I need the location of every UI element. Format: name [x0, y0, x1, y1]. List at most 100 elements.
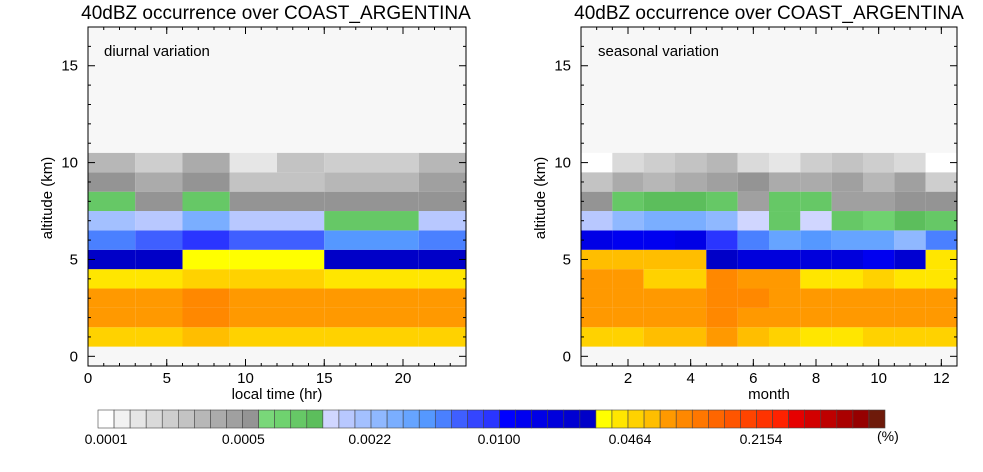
seasonal-heatmap-cell: [581, 249, 613, 270]
colorbar-unit-label: (%): [877, 428, 899, 444]
seasonal-heatmap-cell: [675, 230, 707, 250]
diurnal-heatmap-cell: [88, 172, 136, 192]
colorbar-swatch: [226, 409, 243, 429]
colorbar-swatch: [724, 409, 741, 429]
seasonal-heatmap-cell: [643, 152, 675, 173]
seasonal-heatmap-cell: [894, 307, 926, 328]
diurnal-heatmap-cell: [277, 211, 325, 231]
colorbar-swatch: [595, 409, 613, 429]
diurnal-heatmap-cell: [371, 152, 419, 173]
seasonal-heatmap-cell: [706, 211, 738, 231]
diurnal-heatmap-cell: [418, 230, 466, 250]
diurnal-heatmap-cell: [135, 288, 183, 308]
seasonal-heatmap-cell: [612, 211, 644, 231]
seasonal-heatmap-cell: [925, 211, 957, 231]
diurnal-y-tick-label: 15: [61, 58, 78, 75]
seasonal-heatmap-cell: [831, 211, 863, 231]
seasonal-heatmap-cell: [863, 211, 895, 231]
diurnal-heatmap-cell: [135, 307, 183, 328]
diurnal-heatmap-cell: [182, 172, 230, 192]
seasonal-heatmap-cell: [925, 152, 957, 173]
colorbar-swatch: [675, 409, 693, 429]
diurnal-y-axis-label: altitude (km): [39, 157, 56, 240]
seasonal-heatmap-cell: [863, 307, 895, 328]
seasonal-heatmap-cell: [800, 191, 832, 212]
seasonal-heatmap-cell: [769, 249, 801, 270]
seasonal-heatmap-cell: [643, 172, 675, 192]
seasonal-heatmap-cell: [925, 327, 957, 347]
diurnal-heatmap-cell: [88, 211, 136, 231]
diurnal-heatmap-cell: [229, 249, 277, 270]
colorbar-swatch: [772, 409, 789, 429]
diurnal-annotation: diurnal variation: [104, 43, 210, 60]
colorbar-swatch: [852, 409, 870, 429]
seasonal-axis-ticks: 2 4 6 8 10 12 0 5 10 15: [554, 26, 958, 387]
diurnal-heatmap-cell: [371, 288, 419, 308]
diurnal-heatmap-cell: [324, 230, 372, 250]
diurnal-heatmap-cell: [229, 230, 277, 250]
diurnal-heatmap-cell: [371, 269, 419, 289]
seasonal-heatmap-cell: [800, 288, 832, 308]
colorbar-swatch: [804, 409, 822, 429]
seasonal-heatmap-cell: [581, 288, 613, 308]
diurnal-heatmap-cell: [418, 249, 466, 270]
seasonal-heatmap-cell: [675, 269, 707, 289]
seasonal-heatmap-cell: [831, 152, 863, 173]
diurnal-heatmap-cell: [324, 307, 372, 328]
seasonal-heatmap-cell: [643, 327, 675, 347]
seasonal-heatmap-cell: [706, 269, 738, 289]
diurnal-heatmap-cell: [277, 152, 325, 173]
seasonal-heatmap-cell: [612, 230, 644, 250]
diurnal-heatmap-cell: [135, 327, 183, 347]
seasonal-heatmap-cell: [581, 307, 613, 328]
diurnal-heatmap-cell: [277, 172, 325, 192]
colorbar-swatch: [467, 409, 484, 429]
seasonal-heatmap-cell: [706, 288, 738, 308]
colorbar-swatch: [434, 409, 452, 429]
diurnal-heatmap-cell: [135, 249, 183, 270]
diurnal-heatmap-cell: [88, 327, 136, 347]
seasonal-heatmap-cell: [737, 249, 769, 270]
seasonal-heatmap-cell: [581, 152, 613, 173]
seasonal-heatmap-cell: [581, 191, 613, 212]
colorbar-swatch: [611, 409, 629, 429]
seasonal-heatmap-cell: [581, 230, 613, 250]
seasonal-heatmap-cell: [737, 172, 769, 192]
colorbar-swatches: [97, 409, 886, 429]
colorbar-swatch: [788, 409, 805, 429]
seasonal-panel: 40dBZ occurrence over COAST_ARGENTINA 2 4…: [532, 3, 964, 403]
diurnal-heatmap-cell: [182, 288, 230, 308]
seasonal-heatmap-cell: [769, 230, 801, 250]
diurnal-heatmap-cell: [418, 211, 466, 231]
diurnal-x-tick-label: 0: [84, 370, 92, 387]
diurnal-x-tick-label: 15: [316, 370, 333, 387]
diurnal-x-tick-label: 10: [237, 370, 254, 387]
diurnal-heatmap-cell: [277, 269, 325, 289]
colorbar-swatch: [161, 409, 179, 429]
seasonal-heatmap-cell: [769, 172, 801, 192]
seasonal-heatmap-cell: [737, 327, 769, 347]
seasonal-x-tick-label: 10: [870, 370, 887, 387]
seasonal-heatmap-cell: [894, 211, 926, 231]
colorbar-swatch: [659, 409, 677, 429]
diurnal-heatmap-cell: [277, 230, 325, 250]
seasonal-heatmap-cell: [612, 249, 644, 270]
seasonal-heatmap-cell: [925, 230, 957, 250]
colorbar-swatch: [451, 409, 468, 429]
diurnal-heatmap-cell: [277, 307, 325, 328]
seasonal-heatmap-cell: [800, 172, 832, 192]
seasonal-heatmap-cell: [769, 288, 801, 308]
seasonal-heatmap-cell: [894, 249, 926, 270]
seasonal-heatmap-cell: [863, 249, 895, 270]
diurnal-heatmap-cell: [371, 211, 419, 231]
seasonal-heatmap-cell: [800, 269, 832, 289]
seasonal-y-tick-label: 10: [554, 155, 571, 172]
seasonal-heatmap-cell: [831, 269, 863, 289]
seasonal-heatmap-cell: [769, 152, 801, 173]
colorbar-swatch: [145, 409, 163, 429]
seasonal-heatmap-cell: [769, 269, 801, 289]
diurnal-heatmap-cell: [182, 249, 230, 270]
seasonal-heatmap-cell: [581, 327, 613, 347]
seasonal-y-tick-label: 0: [563, 348, 571, 365]
